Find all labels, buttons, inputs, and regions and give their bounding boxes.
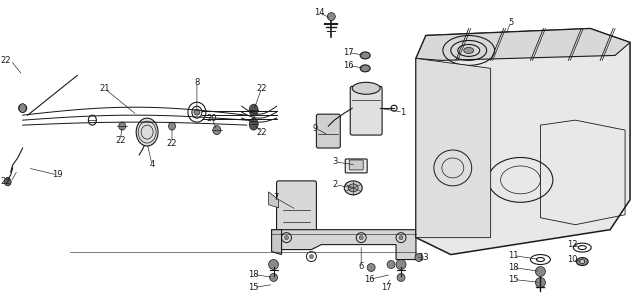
Circle shape [415, 254, 423, 262]
Text: 4: 4 [150, 160, 155, 170]
Polygon shape [271, 230, 282, 255]
Ellipse shape [576, 258, 588, 266]
Text: 22: 22 [0, 177, 11, 186]
Text: 10: 10 [567, 255, 577, 264]
Ellipse shape [168, 122, 175, 130]
Text: 22: 22 [167, 139, 177, 147]
Text: 2: 2 [333, 180, 338, 189]
Text: 9: 9 [313, 124, 318, 132]
Text: 17: 17 [343, 48, 353, 57]
Polygon shape [416, 28, 630, 255]
Text: 16: 16 [343, 61, 353, 70]
Ellipse shape [119, 122, 125, 130]
Ellipse shape [213, 126, 221, 135]
Ellipse shape [4, 178, 12, 186]
Ellipse shape [352, 82, 380, 94]
Circle shape [359, 236, 363, 240]
Ellipse shape [348, 184, 358, 192]
Text: 1: 1 [401, 108, 406, 117]
FancyBboxPatch shape [350, 86, 382, 135]
Polygon shape [271, 230, 416, 259]
Text: 12: 12 [567, 240, 577, 249]
Ellipse shape [464, 47, 474, 54]
Ellipse shape [249, 104, 258, 116]
Circle shape [285, 236, 289, 240]
Text: 14: 14 [314, 8, 324, 17]
Text: 15: 15 [508, 275, 519, 284]
FancyBboxPatch shape [276, 181, 316, 237]
Text: 22: 22 [257, 84, 267, 93]
Text: 8: 8 [194, 78, 200, 87]
Text: 18: 18 [248, 270, 259, 279]
Circle shape [387, 260, 395, 268]
Ellipse shape [19, 104, 26, 113]
Text: 11: 11 [508, 251, 519, 260]
Text: 15: 15 [248, 283, 259, 292]
Text: 17: 17 [381, 283, 392, 292]
Circle shape [536, 267, 545, 276]
Ellipse shape [249, 118, 258, 130]
Circle shape [269, 274, 278, 282]
Text: 19: 19 [52, 170, 63, 179]
Polygon shape [269, 192, 278, 208]
FancyBboxPatch shape [345, 159, 367, 173]
Circle shape [367, 263, 375, 271]
Polygon shape [416, 28, 630, 60]
Text: 5: 5 [508, 18, 513, 27]
FancyBboxPatch shape [316, 114, 340, 148]
Text: 22: 22 [257, 128, 267, 136]
Circle shape [269, 259, 278, 270]
Ellipse shape [136, 118, 158, 146]
Circle shape [194, 109, 200, 115]
Ellipse shape [344, 181, 362, 195]
Ellipse shape [360, 65, 370, 72]
Text: 21: 21 [99, 84, 109, 93]
Circle shape [399, 236, 403, 240]
Text: 22: 22 [115, 136, 125, 144]
Circle shape [396, 259, 406, 270]
Text: 18: 18 [508, 263, 519, 272]
Text: 6: 6 [358, 262, 364, 271]
FancyBboxPatch shape [349, 160, 363, 170]
Circle shape [327, 13, 335, 21]
Polygon shape [416, 58, 491, 238]
Text: 7: 7 [273, 193, 278, 202]
Circle shape [397, 274, 405, 282]
Text: 3: 3 [333, 158, 338, 166]
Ellipse shape [580, 259, 585, 263]
Text: 16: 16 [364, 275, 374, 284]
Circle shape [536, 278, 545, 287]
Ellipse shape [360, 52, 370, 59]
Text: 13: 13 [418, 253, 428, 262]
Circle shape [309, 255, 314, 259]
Text: 20: 20 [207, 114, 217, 123]
Text: 22: 22 [0, 56, 11, 65]
